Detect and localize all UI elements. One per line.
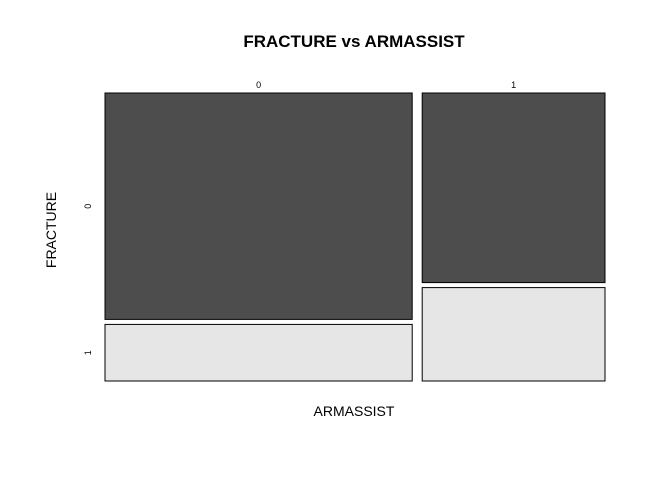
y-axis-label: FRACTURE	[43, 192, 59, 268]
y-tick-labels: 01	[83, 204, 93, 356]
tile-armassist-0-fracture-0	[104, 92, 413, 320]
y-tick-label-1: 1	[83, 350, 93, 355]
y-tick-label-0: 0	[83, 204, 93, 209]
tile-armassist-1-fracture-0	[421, 92, 606, 284]
x-tick-label-1: 1	[511, 80, 516, 90]
chart-title: FRACTURE vs ARMASSIST	[243, 32, 465, 51]
x-tick-label-0: 0	[256, 80, 261, 90]
mosaic-tiles	[104, 92, 606, 382]
tile-armassist-1-fracture-1	[421, 287, 606, 382]
tile-armassist-0-fracture-1	[104, 323, 413, 382]
x-axis-label: ARMASSIST	[314, 403, 395, 419]
